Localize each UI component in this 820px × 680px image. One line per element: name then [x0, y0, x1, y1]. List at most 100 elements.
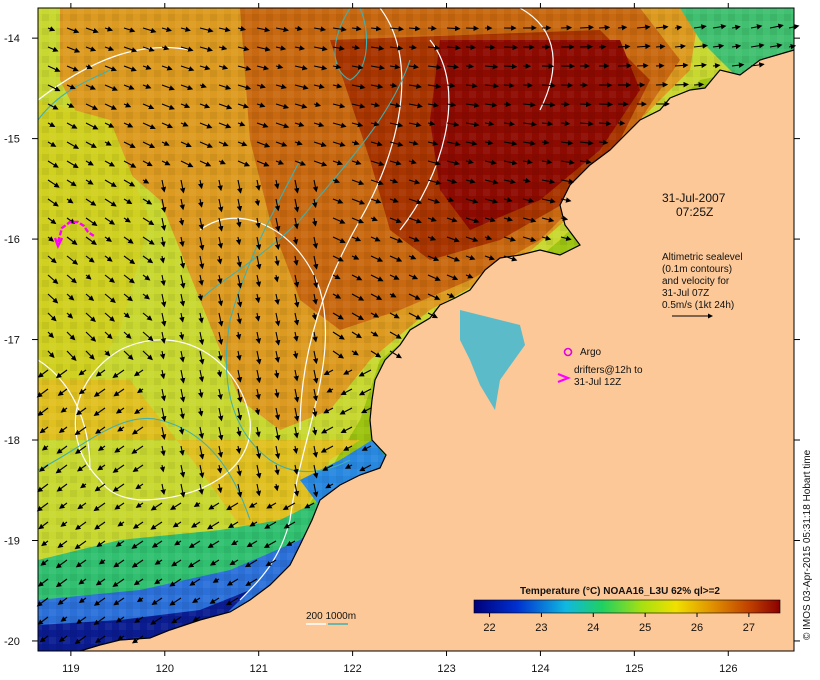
velocity-arrow [93, 407, 106, 417]
velocity-arrow [244, 559, 258, 568]
argo-marker-icon [563, 347, 573, 357]
velocity-arrow [358, 369, 372, 377]
velocity-arrow [446, 82, 456, 89]
velocity-arrow [117, 521, 125, 527]
velocity-arrow [235, 445, 242, 454]
velocity-arrow [263, 540, 277, 548]
velocity-arrow [294, 84, 309, 90]
velocity-arrow [160, 388, 167, 402]
velocity-arrow [47, 179, 60, 188]
velocity-arrow [236, 312, 242, 325]
velocity-arrow [465, 178, 476, 184]
velocity-arrow [389, 160, 402, 166]
velocity-arrow [76, 407, 87, 416]
velocity-arrow [209, 597, 220, 604]
velocity-arrow [246, 540, 258, 548]
velocity-arrow [274, 407, 281, 421]
velocity-arrow [161, 84, 175, 91]
velocity-arrow [237, 121, 246, 127]
velocity-arrow [207, 540, 220, 548]
velocity-arrow [275, 83, 287, 90]
velocity-arrow [332, 217, 346, 224]
velocity-arrow [294, 121, 305, 127]
velocity-arrow [389, 274, 400, 280]
velocity-arrow [198, 331, 205, 346]
velocity-arrow [218, 426, 224, 441]
velocity-arrow [408, 63, 419, 70]
velocity-arrow [85, 179, 94, 185]
velocity-arrow [55, 578, 68, 588]
velocity-arrow [142, 122, 156, 130]
velocity-arrow [237, 45, 250, 52]
velocity-arrow [321, 426, 334, 434]
velocity-arrow [97, 464, 106, 471]
lat-tick-label: -16 [4, 234, 20, 246]
velocity-arrow [237, 25, 247, 32]
drifter-track [53, 220, 95, 249]
velocity-arrow [134, 407, 144, 415]
velocity-arrow [123, 179, 136, 187]
velocity-arrow [104, 312, 115, 322]
velocity-arrow [541, 120, 554, 127]
velocity-arrow [351, 236, 362, 242]
velocity-arrow [85, 236, 97, 245]
velocity-arrow [96, 540, 106, 548]
velocity-arrow [236, 483, 243, 498]
velocity-arrow [114, 502, 125, 510]
velocity-arrow [313, 255, 319, 270]
velocity-arrow [47, 236, 55, 242]
velocity-arrow [255, 331, 262, 344]
velocity-arrow [370, 293, 383, 300]
lon-tick-label: 125 [625, 663, 643, 675]
velocity-arrow [66, 293, 75, 301]
velocity-arrow [123, 350, 134, 361]
velocity-arrow [275, 122, 290, 129]
velocity-arrow [674, 81, 689, 88]
velocity-arrow [294, 45, 305, 51]
velocity-arrow [256, 102, 266, 108]
velocity-arrow [408, 254, 417, 260]
velocity-arrow [161, 140, 170, 146]
velocity-arrow [85, 46, 97, 52]
depth-legend-label: 200 1000m [306, 611, 356, 622]
velocity-arrow [389, 64, 401, 70]
velocity-arrow [274, 179, 280, 190]
velocity-arrow [370, 160, 385, 167]
velocity-arrow [541, 139, 550, 146]
velocity-arrow [293, 369, 299, 382]
velocity-arrow [57, 540, 68, 548]
velocity-arrow [655, 43, 666, 50]
velocity-arrow [351, 159, 362, 166]
velocity-arrow [541, 82, 556, 89]
coastline [79, 49, 795, 652]
velocity-arrow [36, 388, 49, 398]
velocity-arrow [85, 122, 99, 130]
velocity-arrow [179, 350, 185, 363]
velocity-arrow [161, 65, 173, 71]
velocity-arrow [655, 24, 669, 30]
velocity-arrow [133, 369, 144, 377]
velocity-arrow [332, 122, 347, 128]
velocity-arrow [465, 273, 474, 279]
velocity-arrow [150, 502, 163, 511]
velocity-arrow [332, 103, 346, 109]
velocity-arrow [332, 141, 346, 147]
velocity-arrow [254, 312, 261, 322]
velocity-arrow [180, 84, 194, 91]
velocity-arrow [750, 62, 765, 68]
land-mass [80, 50, 794, 651]
velocity-arrow [274, 198, 281, 212]
velocity-arrow [85, 103, 99, 110]
velocity-arrow [151, 540, 163, 548]
velocity-arrow [75, 445, 87, 454]
velocity-arrow [180, 121, 189, 127]
velocity-arrow [312, 445, 319, 458]
velocity-arrow [332, 45, 345, 51]
velocity-arrow [427, 293, 441, 300]
velocity-arrow [322, 464, 334, 471]
velocity-arrow [132, 521, 144, 529]
velocity-arrow [446, 121, 460, 127]
colorbar-tick-label: 25 [639, 622, 651, 634]
velocity-arrow [142, 83, 152, 89]
velocity-arrow [113, 597, 125, 606]
